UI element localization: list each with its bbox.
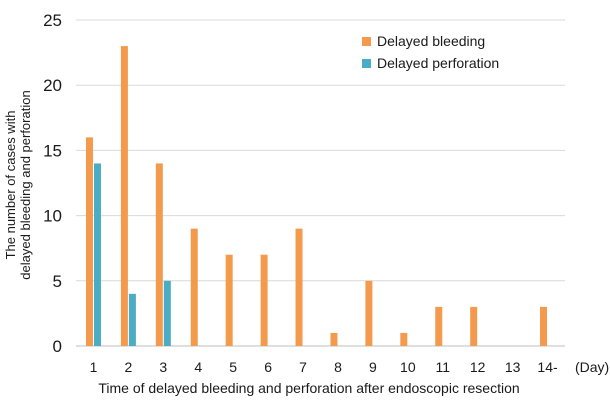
x-axis-title: Time of delayed bleeding and perforation…	[98, 380, 519, 396]
y-tick-label: 0	[53, 337, 62, 356]
bar-delayed-bleeding-day-5	[225, 254, 233, 346]
y-tick-label: 25	[43, 11, 62, 30]
y-axis-title-line-2: delayed bleeding and perforation	[18, 90, 33, 279]
bar-delayed-bleeding-day-8	[330, 332, 338, 346]
x-tick-label: 3	[159, 359, 167, 375]
bar-delayed-bleeding-day-14	[540, 306, 548, 346]
legend-swatch-delayed-bleeding	[362, 37, 371, 46]
bar-delayed-bleeding-day-4	[190, 228, 198, 346]
bars	[85, 46, 548, 347]
x-tick-label: 4	[194, 359, 202, 375]
y-tick-labels: 0 5 10 15 20 25	[43, 11, 62, 356]
y-tick-label: 20	[43, 76, 62, 95]
x-tick-labels: 1 2 3 4 5 6 7 8 9 10 11 12 13 14-	[90, 359, 558, 375]
y-axis-title-line-1: The number of cases with	[3, 111, 18, 260]
bar-delayed-bleeding-day-12	[470, 306, 478, 346]
bar-delayed-bleeding-day-9	[365, 280, 373, 346]
y-tick-label: 5	[53, 272, 62, 291]
x-tick-label: 6	[264, 359, 272, 375]
bar-delayed-bleeding-day-11	[435, 306, 443, 346]
x-tick-label: 12	[470, 359, 486, 375]
x-tick-label: 10	[400, 359, 416, 375]
bar-delayed-perforation-day-1	[93, 163, 101, 346]
x-tick-label: 14-	[537, 359, 558, 375]
bar-delayed-bleeding-day-1	[85, 137, 93, 346]
legend-label-delayed-perforation: Delayed perforation	[377, 55, 499, 71]
legend: Delayed bleeding Delayed perforation	[362, 33, 499, 71]
x-tick-label: 7	[299, 359, 307, 375]
x-tick-label: 8	[334, 359, 342, 375]
y-axis-title: The number of cases with delayed bleedin…	[3, 90, 33, 279]
bar-delayed-perforation-day-2	[128, 293, 136, 346]
bar-delayed-bleeding-day-3	[155, 163, 163, 346]
x-tick-label: 13	[505, 359, 521, 375]
x-tick-label: 2	[124, 359, 132, 375]
y-tick-label: 15	[43, 141, 62, 160]
bar-delayed-perforation-day-3	[163, 280, 171, 346]
bar-delayed-bleeding-day-10	[400, 332, 408, 346]
legend-swatch-delayed-perforation	[362, 59, 371, 68]
x-tick-label: 1	[90, 359, 98, 375]
bar-delayed-bleeding-day-6	[260, 254, 268, 346]
y-tick-label: 10	[43, 207, 62, 226]
bar-delayed-bleeding-day-7	[295, 228, 303, 346]
bar-delayed-bleeding-day-2	[120, 46, 128, 347]
x-tick-label: 9	[369, 359, 377, 375]
legend-label-delayed-bleeding: Delayed bleeding	[377, 33, 485, 49]
x-tick-label: 11	[435, 359, 450, 375]
x-unit-label: (Day)	[575, 359, 609, 375]
x-tick-label: 5	[229, 359, 237, 375]
